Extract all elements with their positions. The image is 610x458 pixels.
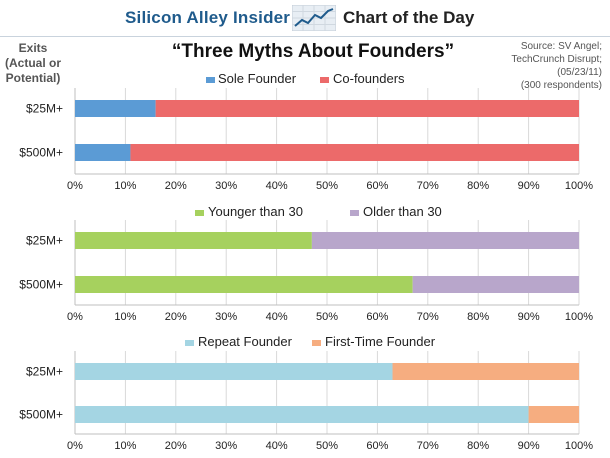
bar-segment	[528, 406, 579, 423]
x-tick-label: 0%	[67, 311, 83, 323]
x-tick-label: 100%	[565, 180, 593, 192]
x-tick-label: 20%	[165, 440, 187, 452]
legend-label: Older than 30	[363, 204, 442, 219]
header: Silicon Alley Insider Chart of the Day	[0, 0, 610, 37]
left-label-line-2: (Actual or	[5, 56, 61, 70]
x-tick-label: 60%	[366, 440, 388, 452]
x-tick-label: 50%	[316, 180, 338, 192]
legend-label: Sole Founder	[218, 71, 297, 86]
legend-swatch	[350, 210, 359, 216]
x-tick-label: 60%	[366, 311, 388, 323]
legend-label: Younger than 30	[208, 204, 303, 219]
legend-swatch	[320, 77, 329, 83]
category-label: $500M+	[19, 146, 63, 160]
trend-chart-logo-icon	[292, 5, 336, 31]
x-tick-label: 30%	[215, 311, 237, 323]
x-tick-label: 80%	[467, 180, 489, 192]
chart-panels: 0% 10% 20% 30% 40% 50% 60% 70% 80% 90% 100% Sole Fo…	[19, 71, 593, 452]
legend-swatch	[206, 77, 215, 83]
legend-label: Co-founders	[333, 71, 405, 86]
x-tick-label: 30%	[215, 440, 237, 452]
category-label: $25M+	[26, 365, 63, 379]
x-tick-label: 10%	[114, 440, 136, 452]
category-label: $25M+	[26, 234, 63, 248]
category-label: $500M+	[19, 278, 63, 292]
x-tick-label: 40%	[266, 440, 288, 452]
chart-panel-1: 0% 10% 20% 30% 40% 50% 60% 70% 80% 90% 100% Sole Fo…	[19, 71, 593, 192]
bar-segment	[75, 100, 156, 117]
chart-panel-3: 0% 10% 20% 30% 40% 50% 60% 70% 80% 90% 100% Repeat …	[19, 334, 593, 452]
x-tick-label: 0%	[67, 440, 83, 452]
legend-swatch	[312, 340, 321, 346]
header-divider	[0, 36, 610, 37]
x-tick-label: 70%	[417, 440, 439, 452]
left-label-line-3: Potential)	[6, 71, 61, 85]
x-tick-label: 40%	[266, 180, 288, 192]
x-tick-label: 20%	[165, 311, 187, 323]
bar-segment	[311, 232, 579, 249]
x-tick-label: 70%	[417, 180, 439, 192]
bar-segment	[75, 232, 312, 249]
bar-segment	[75, 406, 529, 423]
source-line-1: Source: SV Angel;	[521, 41, 602, 52]
x-tick-label: 70%	[417, 311, 439, 323]
source-line-2: TechCrunch Disrupt;	[511, 54, 602, 65]
x-tick-label: 30%	[215, 180, 237, 192]
brand-name: Silicon Alley Insider	[125, 8, 291, 27]
x-tick-label: 90%	[518, 311, 540, 323]
bar-segment	[392, 363, 579, 380]
x-tick-label: 90%	[518, 180, 540, 192]
x-tick-label: 40%	[266, 311, 288, 323]
x-tick-label: 10%	[114, 311, 136, 323]
bar-segment	[155, 100, 579, 117]
category-label: $500M+	[19, 408, 63, 422]
source-line-3: (05/23/11)	[557, 67, 602, 78]
x-tick-label: 100%	[565, 440, 593, 452]
section-title: Chart of the Day	[343, 8, 475, 27]
x-tick-label: 60%	[366, 180, 388, 192]
source-line-4: (300 respondents)	[521, 80, 602, 91]
x-tick-label: 50%	[316, 440, 338, 452]
x-tick-label: 20%	[165, 180, 187, 192]
chart-title: “Three Myths About Founders”	[172, 41, 454, 62]
chart-panel-2: 0% 10% 20% 30% 40% 50% 60% 70% 80% 90% 100% Younger…	[19, 204, 593, 323]
bar-segment	[75, 276, 413, 293]
category-label: $25M+	[26, 102, 63, 116]
left-label-line-1: Exits	[19, 41, 48, 55]
legend-swatch	[185, 340, 194, 346]
x-tick-label: 50%	[316, 311, 338, 323]
bar-segment	[412, 276, 579, 293]
x-tick-label: 90%	[518, 440, 540, 452]
bar-segment	[130, 144, 579, 161]
bar-segment	[75, 144, 131, 161]
x-tick-label: 100%	[565, 311, 593, 323]
legend-label: First-Time Founder	[325, 334, 436, 349]
legend-swatch	[195, 210, 204, 216]
x-tick-label: 80%	[467, 440, 489, 452]
x-tick-label: 0%	[67, 180, 83, 192]
legend-label: Repeat Founder	[198, 334, 293, 349]
x-tick-label: 10%	[114, 180, 136, 192]
bar-segment	[75, 363, 393, 380]
x-tick-label: 80%	[467, 311, 489, 323]
